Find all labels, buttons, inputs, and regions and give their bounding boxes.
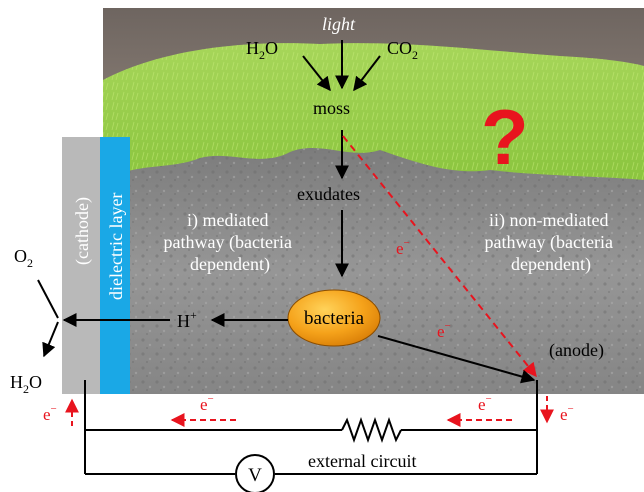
resistor [341, 416, 402, 444]
proton-label: H+ [177, 308, 197, 331]
oxygen-label: O2 [14, 246, 33, 270]
bacteria-label: bacteria [304, 308, 365, 329]
electron-label-circuit-left: e− [200, 393, 214, 414]
electron-label-cathode: e− [43, 403, 57, 424]
cathode-layer [62, 137, 100, 394]
co2-input-label: CO2 [387, 38, 418, 62]
question-mark: ? [481, 93, 529, 181]
co2-arrow [353, 55, 381, 92]
water-input-label: H2O [246, 38, 278, 62]
external-circuit-label: external circuit [308, 451, 416, 471]
moss-label: moss [313, 98, 350, 118]
electron-label-circuit-right: e− [478, 393, 492, 414]
anode-label: (anode) [549, 340, 604, 361]
electron-label-anode: e− [560, 403, 574, 424]
bacteria-node [287, 289, 381, 347]
oxygen-input-line [37, 279, 59, 319]
non-mediated-electron-path [342, 135, 537, 378]
bacteria-to-anode-electron-arrow [377, 335, 536, 384]
exudates-label: exudates [297, 184, 360, 204]
mediated-pathway-label: i) mediated pathway (bacteria dependent) [164, 210, 297, 275]
water-output-label: H2O [10, 372, 42, 396]
dielectric-layer-label: dielectric layer [106, 193, 126, 300]
dielectric-layer [100, 137, 130, 394]
voltmeter [235, 454, 275, 492]
water-output-arrow [42, 321, 59, 358]
non-mediated-pathway-label: ii) non-mediated pathway (bacteria depen… [485, 210, 618, 275]
electron-label-upper: e− [396, 237, 410, 258]
light-input-label: light [322, 14, 356, 34]
water-arrow [302, 55, 331, 92]
voltmeter-label: V [248, 465, 262, 486]
moss-photo [103, 8, 644, 394]
cathode-label: (cathode) [72, 197, 93, 265]
electron-label-bacteria: e− [437, 320, 451, 341]
